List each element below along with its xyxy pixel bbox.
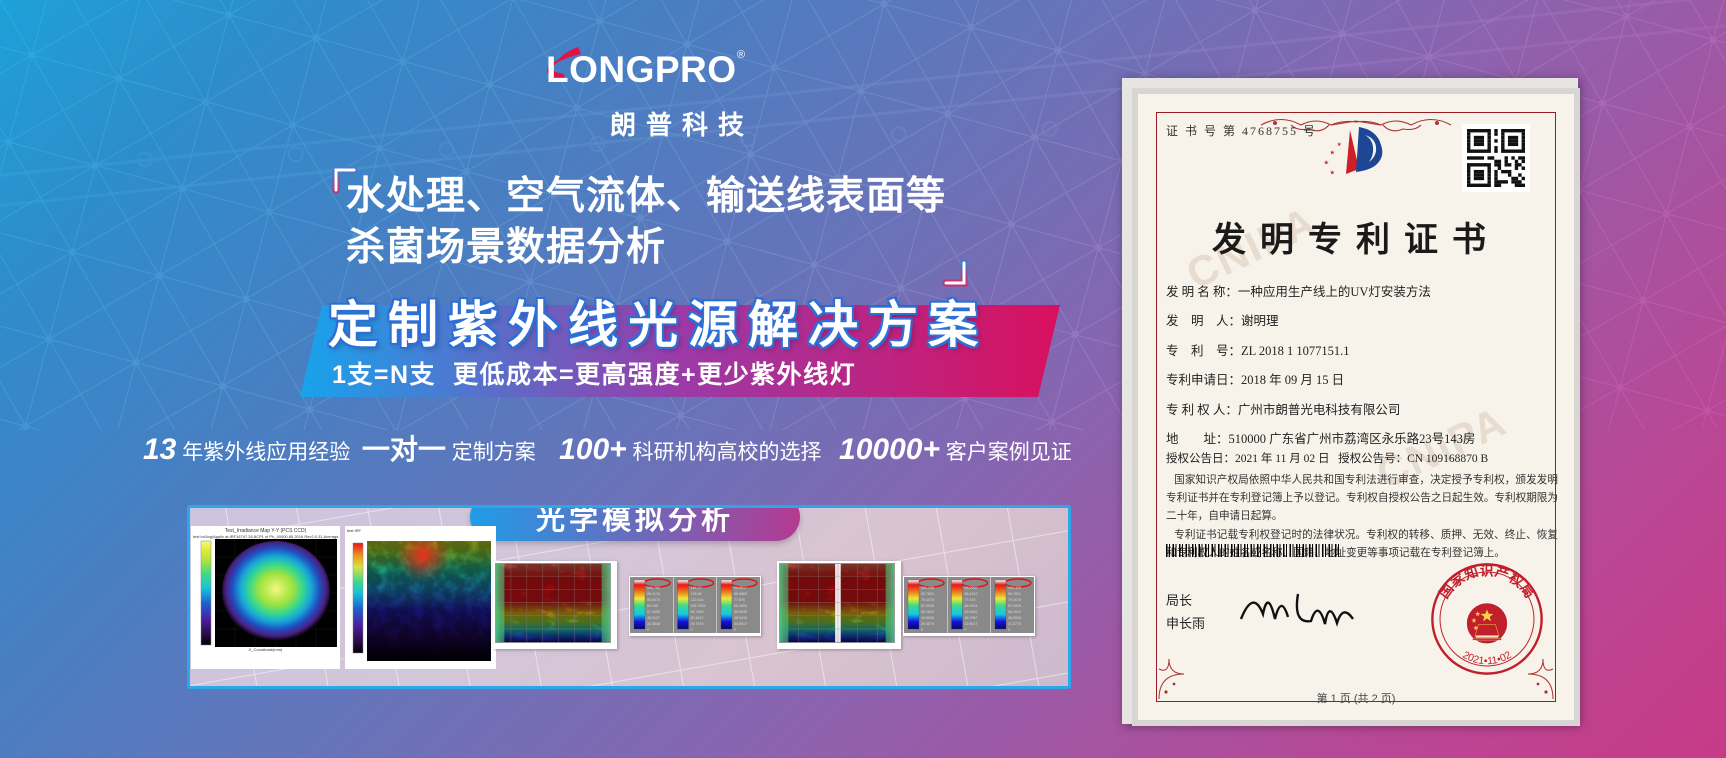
svg-text:108.7629: 108.7629 bbox=[691, 604, 706, 608]
svg-text:135.98: 135.98 bbox=[691, 592, 702, 596]
svg-text:102.398: 102.398 bbox=[921, 586, 934, 590]
svg-text:88.1176: 88.1176 bbox=[647, 592, 660, 596]
svg-text:®: ® bbox=[737, 49, 745, 61]
svg-text:77.676: 77.676 bbox=[965, 598, 976, 602]
svg-text:48.9434: 48.9434 bbox=[734, 616, 747, 620]
svg-text:56.5342: 56.5342 bbox=[965, 610, 978, 614]
svg-text:95.7469: 95.7469 bbox=[691, 610, 704, 614]
svg-text:148.79: 148.79 bbox=[691, 586, 702, 590]
svg-text:0: 0 bbox=[921, 628, 923, 632]
svg-text:102.398: 102.398 bbox=[1008, 586, 1021, 590]
svg-text:66.9424: 66.9424 bbox=[965, 604, 978, 608]
svg-text:67.0935: 67.0935 bbox=[921, 604, 934, 608]
svg-text:国家知识产权局: 国家知识产权局 bbox=[1436, 563, 1537, 601]
svg-text:58.9636: 58.9636 bbox=[734, 610, 747, 614]
svg-text:122.534: 122.534 bbox=[691, 598, 704, 602]
svg-text:90.7801: 90.7801 bbox=[921, 592, 934, 596]
svg-text:68.3853: 68.3853 bbox=[734, 604, 747, 608]
svg-text:80.8473: 80.8473 bbox=[647, 598, 660, 602]
svg-text:46.5926: 46.5926 bbox=[1008, 616, 1021, 620]
svg-text:46.3127: 46.3127 bbox=[647, 616, 660, 620]
svg-text:90.7801: 90.7801 bbox=[1008, 592, 1021, 596]
svg-text:22.9017: 22.9017 bbox=[965, 622, 978, 626]
svg-text:0: 0 bbox=[647, 628, 649, 632]
svg-text:56.2624: 56.2624 bbox=[921, 610, 934, 614]
svg-text:0: 0 bbox=[734, 628, 736, 632]
svg-text:79.4076: 79.4076 bbox=[921, 598, 934, 602]
svg-text:79.4076: 79.4076 bbox=[1008, 598, 1021, 602]
svg-text:67.0935: 67.0935 bbox=[1008, 604, 1021, 608]
svg-text:77.676: 77.676 bbox=[734, 598, 745, 602]
svg-text:0: 0 bbox=[965, 628, 967, 632]
svg-text:100.762: 100.762 bbox=[647, 586, 660, 590]
svg-text:46.5926: 46.5926 bbox=[921, 616, 934, 620]
svg-text:0: 0 bbox=[1008, 628, 1010, 632]
svg-text:88.4412: 88.4412 bbox=[965, 592, 978, 596]
svg-text:25.4576: 25.4576 bbox=[921, 622, 934, 626]
svg-text:0: 0 bbox=[691, 628, 693, 632]
svg-text:46.7967: 46.7967 bbox=[965, 616, 978, 620]
svg-text:69.169: 69.169 bbox=[647, 604, 658, 608]
svg-text:96.5517: 96.5517 bbox=[734, 586, 747, 590]
svg-text:98.0969: 98.0969 bbox=[965, 586, 978, 590]
svg-text:57.4409: 57.4409 bbox=[647, 610, 660, 614]
svg-text:LONGPRO: LONGPRO bbox=[546, 49, 737, 90]
svg-text:33.9517: 33.9517 bbox=[734, 622, 747, 626]
svg-text:82.4613: 82.4613 bbox=[691, 616, 704, 620]
svg-text:21.3775: 21.3775 bbox=[1008, 622, 1021, 626]
svg-text:34.5848: 34.5848 bbox=[647, 622, 660, 626]
svg-text:56.2624: 56.2624 bbox=[1008, 610, 1021, 614]
svg-text:86.0869: 86.0869 bbox=[734, 592, 747, 596]
svg-text:29.7679: 29.7679 bbox=[691, 622, 704, 626]
